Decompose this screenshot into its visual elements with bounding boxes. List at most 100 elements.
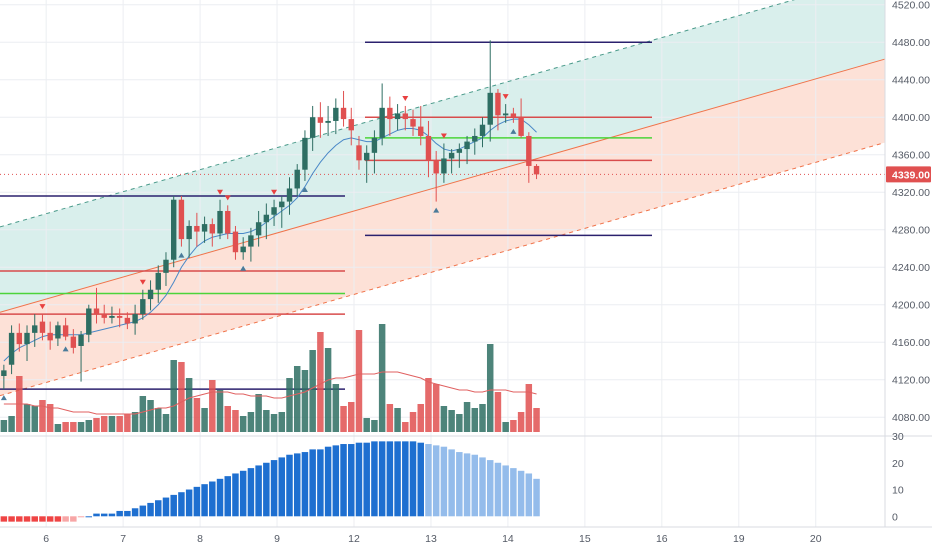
volume-bar xyxy=(100,416,108,432)
histogram-bar xyxy=(371,441,378,517)
volume-bar xyxy=(23,404,31,432)
candle-body xyxy=(425,135,432,161)
volume-bar xyxy=(486,344,494,432)
volume-bar xyxy=(371,420,378,432)
volume-bar xyxy=(70,422,77,432)
last-price-label: 4339.00 xyxy=(892,169,930,181)
candle-body xyxy=(348,119,354,131)
volume-bar xyxy=(278,412,286,432)
volume-bar xyxy=(93,418,100,432)
volume-bar xyxy=(77,422,85,432)
histogram-bar xyxy=(309,449,316,517)
candle-body xyxy=(325,120,331,123)
histogram-bar xyxy=(394,441,401,517)
histogram-bar xyxy=(46,516,54,522)
channel-lower-line xyxy=(0,142,886,397)
candle-body xyxy=(302,137,308,170)
regression-line xyxy=(0,58,886,313)
histogram-bar xyxy=(147,502,154,517)
volume-bar xyxy=(201,408,208,432)
candle-body xyxy=(441,158,447,174)
volume-bar xyxy=(216,390,224,432)
x-tick-label: 13 xyxy=(425,533,437,545)
volume-bar xyxy=(193,398,201,432)
candle-body xyxy=(379,107,385,138)
histogram-bar xyxy=(263,462,270,517)
fractal-high-marker xyxy=(139,279,146,285)
candle-body xyxy=(116,315,123,318)
y-tick-label: 4200.00 xyxy=(892,300,930,312)
volume-bar xyxy=(139,396,147,432)
histogram-bar xyxy=(23,516,31,522)
volume-bar xyxy=(494,392,502,432)
histogram-bar xyxy=(100,513,108,517)
candle-body xyxy=(186,225,192,240)
candle-body xyxy=(170,199,177,260)
fractal-high-marker xyxy=(271,189,278,195)
histogram-bar xyxy=(425,444,432,517)
volume-bar xyxy=(448,410,455,432)
histogram-bar xyxy=(54,516,62,522)
candle-body xyxy=(47,332,53,341)
histogram-bar xyxy=(255,465,262,517)
candle-body xyxy=(448,152,455,159)
candle-body xyxy=(363,152,370,161)
histogram-bar xyxy=(348,444,355,517)
y-tick-label: 4080.00 xyxy=(892,412,930,424)
histogram-bar xyxy=(402,441,409,517)
histogram-bar xyxy=(209,481,216,517)
volume-bar xyxy=(85,420,93,432)
x-tick-label: 8 xyxy=(197,533,203,545)
volume-ma-line xyxy=(3,371,537,415)
histogram-bar xyxy=(471,454,479,517)
histogram-bar xyxy=(247,468,255,517)
histogram-bar xyxy=(232,473,239,517)
volume-bar xyxy=(394,408,401,432)
histogram-bar xyxy=(93,513,100,517)
candle-body xyxy=(225,210,231,234)
candle-body xyxy=(356,145,362,161)
histogram-bar xyxy=(139,505,147,517)
fractal-high-marker xyxy=(39,304,46,310)
candle-body xyxy=(32,325,38,333)
candle-body xyxy=(518,117,524,136)
volume-bar xyxy=(432,384,440,432)
histogram-tick-label: 20 xyxy=(892,458,904,470)
candle-body xyxy=(209,224,216,234)
candle-body xyxy=(402,113,409,120)
histogram-bar xyxy=(340,444,347,517)
histogram-bar xyxy=(525,473,533,517)
histogram-bar xyxy=(124,510,131,517)
candle-body xyxy=(526,135,532,166)
candle-body xyxy=(70,336,77,348)
histogram-bar xyxy=(178,492,185,517)
histogram-bar xyxy=(494,462,502,517)
volume-bar xyxy=(31,406,38,432)
candle-body xyxy=(55,325,61,339)
volume-bar xyxy=(255,394,262,432)
histogram-bar xyxy=(16,516,23,522)
histogram-bar xyxy=(216,478,224,517)
histogram-bar xyxy=(332,445,340,517)
histogram-bar xyxy=(278,457,286,517)
candle-body xyxy=(410,119,416,127)
candle-body xyxy=(109,315,115,318)
fractal-high-marker xyxy=(402,95,409,101)
histogram-bar xyxy=(31,516,38,522)
candle-body xyxy=(279,201,285,208)
candle-body xyxy=(487,92,493,125)
volume-bar xyxy=(378,324,386,432)
candle-body xyxy=(286,188,293,202)
volume-bar xyxy=(263,410,270,432)
candle-body xyxy=(533,165,540,175)
volume-bar xyxy=(239,416,247,432)
candle-body xyxy=(263,214,270,223)
candle-body xyxy=(240,246,246,253)
candle-body xyxy=(387,107,393,120)
candle-body xyxy=(1,370,7,376)
histogram-bar xyxy=(0,516,8,522)
volume-bar xyxy=(471,408,479,432)
candle-body xyxy=(333,107,339,121)
